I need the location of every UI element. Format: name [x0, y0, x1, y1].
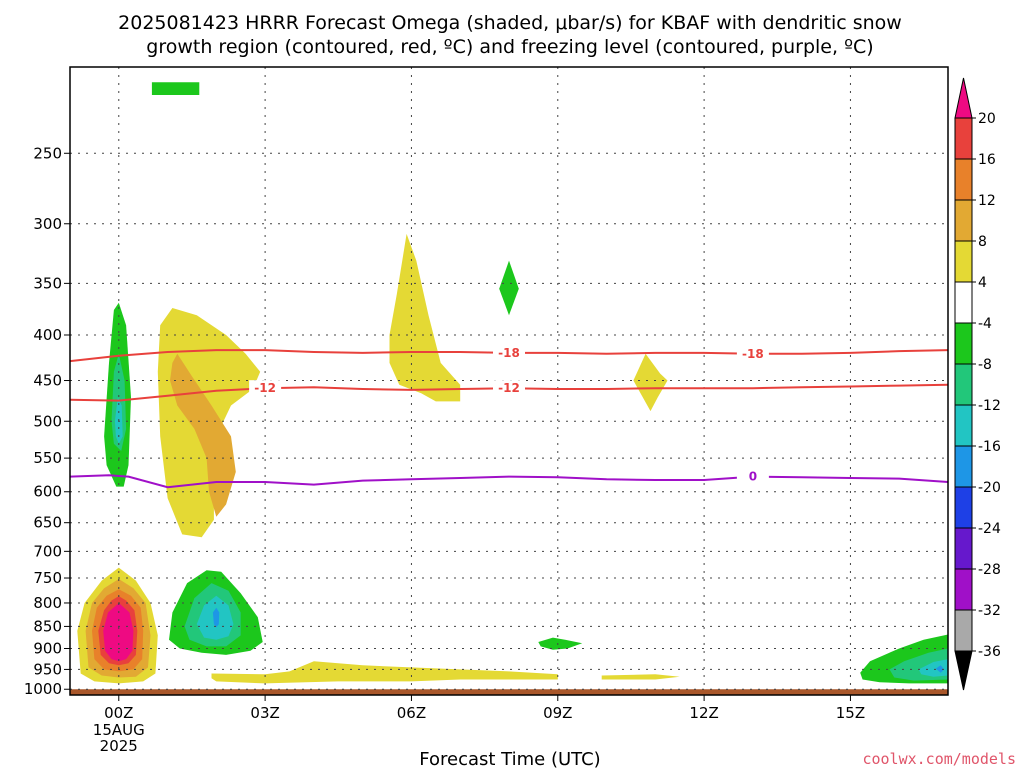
omega-shaded-region — [103, 603, 134, 662]
contour-label-bg — [736, 345, 769, 361]
plot-content: -18 -18 -12 -12 0 — [70, 67, 948, 695]
credit-text: coolwx.com/models — [862, 750, 1016, 768]
contour-label-0: 0 — [749, 470, 757, 484]
colorbar-label: -16 — [978, 439, 1001, 455]
colorbar-bin — [954, 281, 973, 324]
y-tick-label: 750 — [33, 569, 62, 587]
contour-label-bg — [249, 380, 282, 396]
x-tick-sublabel: 2025 — [100, 737, 138, 755]
omega-shaded-region — [633, 353, 668, 412]
x-tick-label: 09Z — [543, 704, 572, 722]
colorbar-label: -36 — [978, 644, 1001, 660]
y-tick-label: 600 — [33, 483, 62, 501]
colorbar-top-arrow — [954, 77, 973, 119]
colorbar-label: -28 — [978, 562, 1001, 578]
colorbar-label: 12 — [978, 193, 996, 209]
y-tick-label: 300 — [33, 215, 62, 233]
omega-shaded-region — [212, 607, 220, 628]
y-tick-label: 950 — [33, 660, 62, 678]
y-tick-label: 250 — [33, 144, 62, 162]
omega-shaded-region — [935, 665, 945, 673]
omega-shaded-region — [389, 233, 461, 402]
contour-line-0 — [70, 474, 948, 489]
colorbar-label: -20 — [978, 480, 1001, 496]
y-tick-label: 900 — [33, 640, 62, 658]
y-axis-ticks: 250 300 350 400 450 500 550 600 650 700 750 800 850 9… — [24, 144, 70, 698]
colorbar-bin — [954, 527, 973, 570]
x-axis-label: Forecast Time (UTC) — [419, 749, 600, 768]
colorbar-label: 20 — [978, 111, 996, 127]
y-tick-label: 800 — [33, 594, 62, 612]
terrain-band — [70, 689, 948, 695]
colorbar-bin — [954, 240, 973, 283]
contour-label-bg — [493, 344, 525, 360]
x-tick-label: 00Z — [104, 704, 133, 722]
colorbar-label: -24 — [978, 521, 1001, 537]
colorbar-label: -4 — [978, 316, 992, 332]
colorbar-bin — [954, 117, 973, 160]
contour-label--12: -12 — [498, 381, 520, 395]
contour-label-bg — [736, 468, 769, 484]
colorbar-bin — [954, 445, 973, 488]
contour-label-bg — [493, 380, 525, 396]
omega-shaded-region — [538, 637, 583, 650]
x-tick-label: 15Z — [836, 704, 865, 722]
colorbar-label: 4 — [978, 275, 987, 291]
y-tick-label: 400 — [33, 326, 62, 344]
x-tick-sublabel: 15AUG — [93, 721, 145, 739]
omega-shaded-region — [499, 260, 519, 316]
colorbar-bin — [954, 486, 973, 529]
contour-label--18: -18 — [742, 347, 764, 361]
x-tick-label: 12Z — [689, 704, 718, 722]
omega-shaded-region — [151, 82, 200, 95]
y-tick-label: 850 — [33, 617, 62, 635]
colorbar-bin — [954, 609, 973, 652]
colorbar-bin — [954, 158, 973, 201]
colorbar-label: 16 — [978, 152, 996, 168]
colorbar-bottom-arrow — [954, 650, 973, 691]
colorbar-label: 8 — [978, 234, 987, 250]
y-tick-label: 550 — [33, 449, 62, 467]
colorbar-label: -32 — [978, 603, 1001, 619]
colorbar-bin — [954, 404, 973, 447]
contour-label--12: -12 — [254, 381, 276, 395]
omega-shaded-region — [211, 661, 558, 684]
colorbar-bin — [954, 568, 973, 611]
colorbar-bin — [954, 322, 973, 365]
y-tick-label: 450 — [33, 372, 62, 390]
colorbar-bin — [954, 363, 973, 406]
y-tick-label: 500 — [33, 412, 62, 430]
contour-label--18: -18 — [498, 346, 520, 360]
y-tick-label: 1000 — [24, 680, 62, 698]
plot-area: -18 -18 -12 -12 0 — [69, 66, 949, 696]
x-tick-label: 06Z — [397, 704, 426, 722]
y-tick-label: 650 — [33, 514, 62, 532]
colorbar-label: -12 — [978, 398, 1001, 414]
colorbar-label: -8 — [978, 357, 992, 373]
colorbar: 20 16 12 8 4 -4 -8 -12 -16 -20 -24 -28 -32 -36 — [954, 77, 1001, 691]
y-tick-label: 350 — [33, 274, 62, 292]
chart-title-line-2: growth region (contoured, red, ºC) and f… — [146, 36, 873, 58]
x-tick-label: 03Z — [250, 704, 279, 722]
omega-shaded-region — [601, 674, 680, 680]
y-tick-label: 700 — [33, 542, 62, 560]
chart-title-line-1: 2025081423 HRRR Forecast Omega (shaded, … — [118, 12, 902, 34]
colorbar-bin — [954, 199, 973, 242]
